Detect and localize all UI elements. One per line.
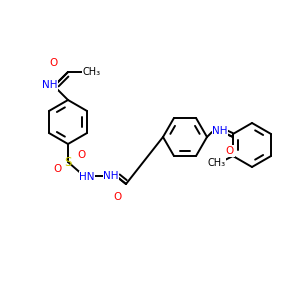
Text: CH₃: CH₃ bbox=[83, 67, 101, 77]
Text: O: O bbox=[78, 150, 86, 160]
Text: O: O bbox=[50, 58, 58, 68]
Text: O: O bbox=[113, 192, 121, 202]
Text: S: S bbox=[64, 155, 72, 169]
Text: CH₃: CH₃ bbox=[208, 158, 226, 168]
Text: O: O bbox=[54, 164, 62, 174]
Text: NH: NH bbox=[42, 80, 58, 90]
Text: NH: NH bbox=[103, 171, 119, 181]
Text: NH: NH bbox=[212, 126, 228, 136]
Text: O: O bbox=[226, 146, 234, 156]
Text: HN: HN bbox=[79, 172, 95, 182]
